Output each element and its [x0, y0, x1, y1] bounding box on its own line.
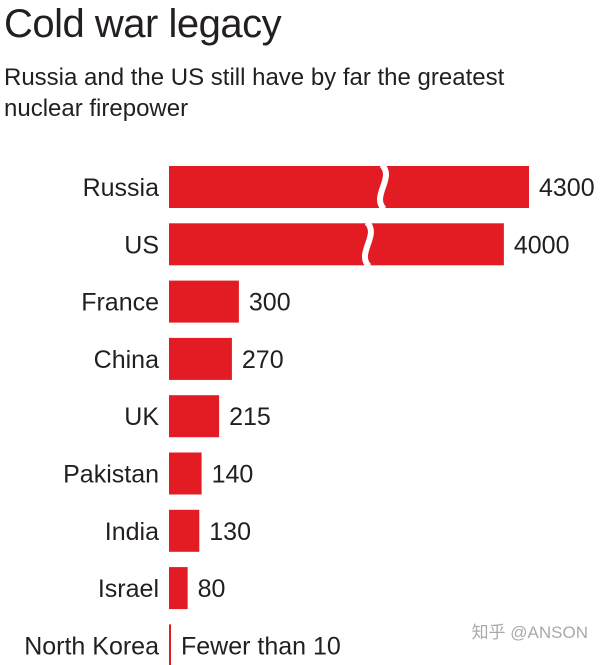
bar	[169, 337, 232, 380]
value-label: 215	[229, 403, 271, 431]
category-label: UK	[124, 403, 159, 431]
value-label: 300	[249, 289, 291, 317]
value-label: 4000	[514, 231, 570, 259]
bar	[169, 567, 188, 610]
bar	[169, 223, 504, 266]
bar	[169, 166, 529, 208]
value-label: 140	[212, 461, 254, 489]
category-label: US	[124, 231, 159, 259]
category-label: France	[81, 289, 159, 317]
chart-title: Cold war legacy	[4, 2, 282, 46]
bar	[169, 452, 202, 495]
chart-subtitle: Russia and the US still have by far the …	[4, 64, 505, 122]
category-label: Pakistan	[63, 461, 159, 489]
value-label: 80	[198, 575, 226, 603]
value-label: 130	[209, 518, 251, 546]
category-label: China	[94, 346, 159, 374]
axis-break	[377, 162, 389, 212]
bar	[169, 509, 200, 552]
value-label: 270	[242, 346, 284, 374]
category-label: India	[105, 518, 159, 546]
axis-break	[361, 220, 374, 269]
value-label: 4300	[539, 174, 595, 202]
category-label: Russia	[83, 174, 160, 202]
bar	[169, 395, 220, 438]
category-label: North Korea	[24, 632, 159, 660]
value-label: Fewer than 10	[181, 632, 341, 660]
bar	[169, 624, 171, 665]
bar	[169, 280, 239, 323]
category-label: Israel	[98, 575, 159, 603]
watermark: 知乎 @ANSON	[471, 623, 588, 642]
